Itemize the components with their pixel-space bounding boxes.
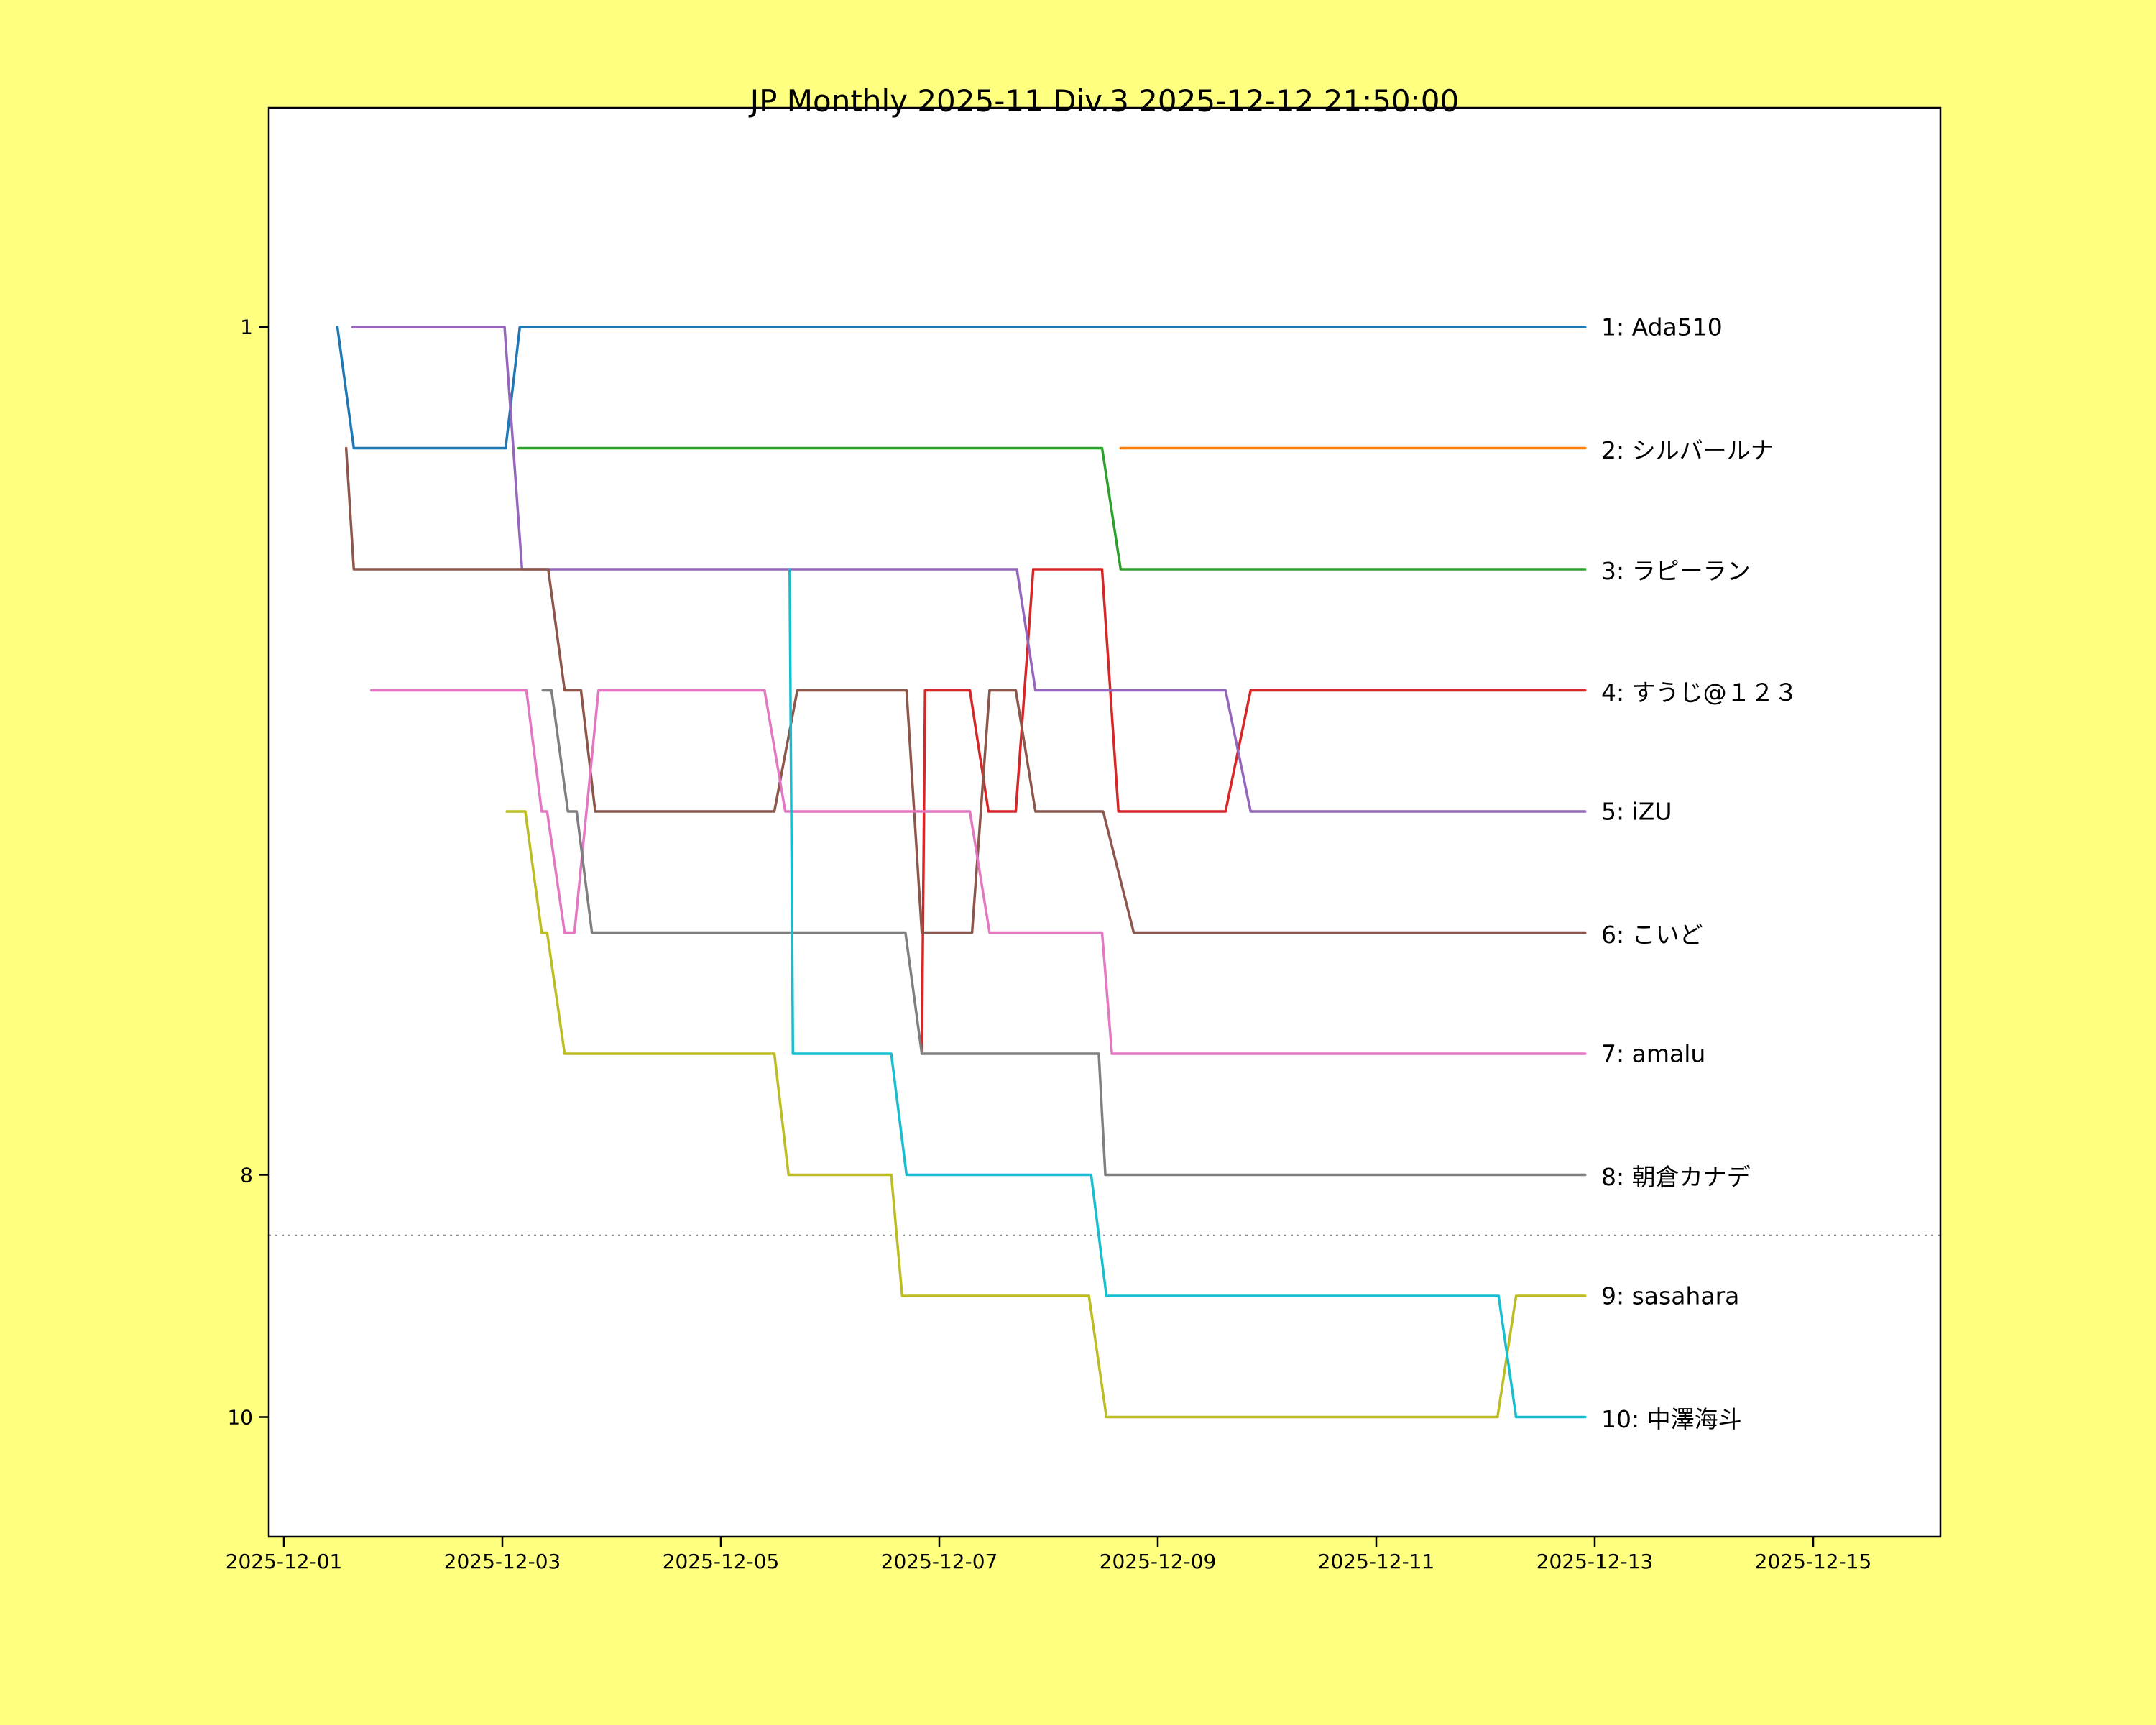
series-label-2: 2: シルバールナ — [1601, 436, 1774, 464]
chart-title: JP Monthly 2025-11 Div.3 2025-12-12 21:5… — [750, 83, 1460, 119]
x-tick-label: 2025-12-05 — [662, 1550, 780, 1573]
series-label-8: 8: 朝倉カナデ — [1601, 1162, 1751, 1191]
x-tick-label: 2025-12-07 — [880, 1550, 998, 1573]
series-label-10: 10: 中澤海斗 — [1601, 1404, 1742, 1433]
series-line-10 — [788, 568, 1587, 1419]
x-tick-label: 2025-12-13 — [1536, 1550, 1654, 1573]
y-tick-label: 10 — [227, 1405, 253, 1429]
y-tick-label: 8 — [240, 1163, 253, 1187]
series-line-3 — [517, 446, 1587, 571]
x-tick-label: 2025-12-03 — [443, 1550, 561, 1573]
series-line-1 — [336, 326, 1587, 450]
x-tick-label: 2025-12-09 — [1099, 1550, 1217, 1573]
series-line-9 — [505, 810, 1587, 1419]
y-tick-label: 1 — [240, 315, 253, 339]
x-tick-label: 2025-12-01 — [225, 1550, 343, 1573]
plot-spines — [267, 106, 1942, 1538]
series-line-4 — [920, 568, 1587, 1055]
series-line-6 — [344, 446, 1587, 934]
series-label-5: 5: iZU — [1601, 797, 1672, 826]
series-line-7 — [369, 689, 1587, 1055]
series-line-8 — [541, 689, 1587, 1177]
x-tick-label: 2025-12-15 — [1754, 1550, 1872, 1573]
series-label-9: 9: sasahara — [1601, 1282, 1740, 1310]
x-tick-label: 2025-12-11 — [1317, 1550, 1435, 1573]
series-line-5 — [351, 326, 1587, 813]
series-label-7: 7: amalu — [1601, 1039, 1706, 1068]
series-label-3: 3: ラピーラン — [1601, 557, 1751, 585]
series-label-1: 1: Ada510 — [1601, 313, 1723, 341]
series-label-6: 6: こいど — [1601, 920, 1703, 949]
series-label-4: 4: すうじ@１２３ — [1601, 678, 1798, 707]
